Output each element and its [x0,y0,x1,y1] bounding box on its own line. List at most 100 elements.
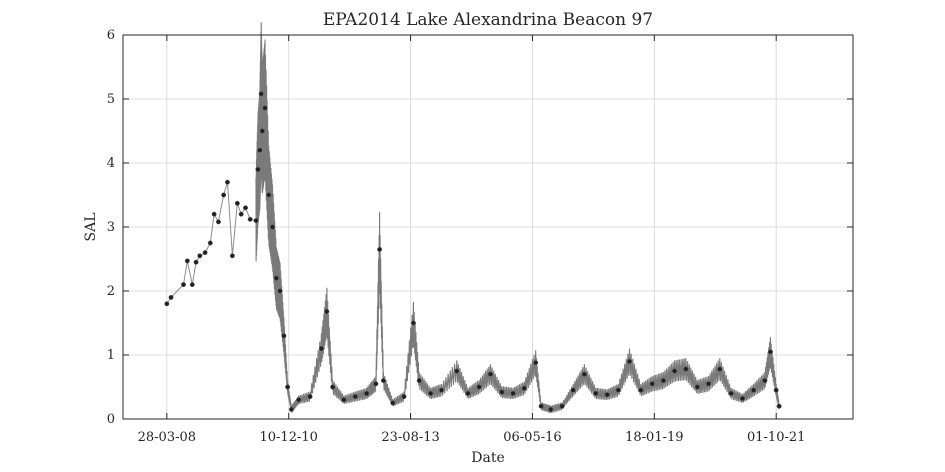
data-point [296,397,302,403]
data-point [364,390,370,396]
data-point [243,205,248,211]
data-point [510,390,516,396]
x-tick-label: 06-05-16 [503,430,561,445]
data-point [740,396,745,401]
y-tick-label: 1 [107,348,115,363]
data-point [767,349,773,355]
data-point [439,387,445,393]
data-point [401,394,407,400]
data-point [307,394,313,400]
tick-marks [123,34,853,420]
data-point [207,240,213,246]
data-point [706,381,711,387]
data-point [649,381,655,387]
data-point [189,282,195,288]
data-point [604,392,610,398]
data-point [538,403,544,409]
x-tick-labels: 28-03-08 10-12-10 23-08-13 06-05-16 18-01-19… [138,430,806,445]
data-point [266,192,272,198]
data-point [258,91,264,97]
y-tick-label: 5 [107,92,115,107]
x-tick-label: 28-03-08 [138,430,196,445]
data-point [488,371,493,377]
data-point [238,211,244,217]
grid-lines [123,34,853,420]
data-point [593,390,599,396]
data-point [717,366,723,372]
y-tick-label: 3 [107,220,115,235]
data-point [247,216,253,222]
data-point [377,246,383,252]
data-point [521,385,527,391]
data-point [373,381,379,387]
data-point [225,179,230,185]
data-point [197,253,203,259]
data-point [694,384,700,390]
data-point [410,320,416,326]
data-point [215,219,221,225]
data-point [762,378,768,384]
data-point [288,406,294,412]
data-point [193,259,199,265]
data-point [476,384,482,390]
x-tick-label: 10-12-10 [259,430,317,445]
chart-title: EPA2014 Lake Alexandrina Beacon 97 [323,10,653,30]
data-point [273,275,279,281]
data-point [164,301,170,307]
data-point [570,387,576,393]
data-point [533,360,539,366]
data-point [255,166,261,172]
data-point [202,250,208,256]
data-point [257,147,263,153]
data-point [559,403,565,409]
series-sal [164,22,782,414]
x-axis-label: Date [471,450,504,466]
data-point [627,358,632,364]
data-point [352,394,358,400]
data-point [253,218,259,224]
data-point [660,378,666,384]
data-point [638,387,644,393]
data-point [428,390,434,396]
data-point [318,346,324,352]
data-point [234,200,240,206]
data-point [465,390,471,396]
data-point [221,192,227,198]
data-point [454,368,460,374]
x-tick-label: 18-01-19 [625,430,683,445]
data-point [270,224,275,230]
data-point [776,403,782,409]
data-point [581,371,587,377]
data-point [548,406,554,412]
data-point [168,294,174,300]
y-tick-label: 2 [107,284,115,299]
data-point [277,288,283,294]
data-point [615,387,621,393]
data-point [728,390,734,396]
data-point [181,282,186,288]
y-tick-label: 6 [107,28,115,43]
data-point [416,378,422,384]
data-point [499,389,505,395]
data-point [672,368,678,374]
y-axis-label: SAL [83,213,99,242]
data-point [285,384,291,390]
series-dense-band [255,22,780,414]
data-point [341,397,347,403]
data-point [773,387,779,393]
y-tick-label: 0 [107,412,115,427]
data-point [184,258,190,264]
data-point [390,400,396,406]
data-point [324,309,330,314]
x-tick-label: 23-08-13 [381,430,439,445]
data-point [281,333,287,339]
data-point [751,387,757,393]
data-point [683,366,689,372]
data-point [330,384,336,390]
data-point [380,378,386,384]
data-point [211,211,217,217]
x-tick-label: 01-10-21 [747,430,805,445]
y-tick-labels: 0 1 2 3 4 5 6 [107,28,115,427]
data-point [229,253,235,259]
